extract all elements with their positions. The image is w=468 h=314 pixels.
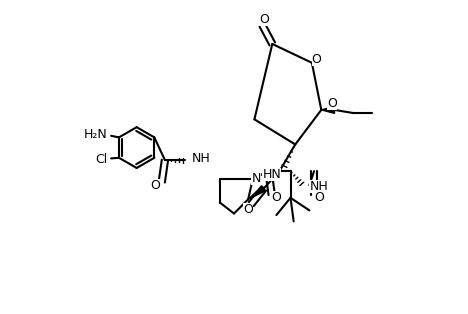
Polygon shape (322, 106, 335, 113)
Text: N: N (251, 172, 261, 186)
Text: O: O (151, 179, 161, 192)
Polygon shape (248, 186, 265, 199)
Text: Cl: Cl (96, 153, 108, 166)
Text: O: O (327, 97, 337, 110)
Text: O: O (243, 203, 253, 216)
Text: O: O (312, 52, 322, 66)
Text: HN: HN (262, 168, 281, 181)
Text: NH: NH (309, 180, 328, 193)
Text: O: O (271, 191, 281, 204)
Text: H₂N: H₂N (84, 128, 108, 141)
Text: O: O (314, 191, 324, 204)
Text: NH: NH (191, 152, 210, 165)
Text: O: O (259, 13, 269, 26)
